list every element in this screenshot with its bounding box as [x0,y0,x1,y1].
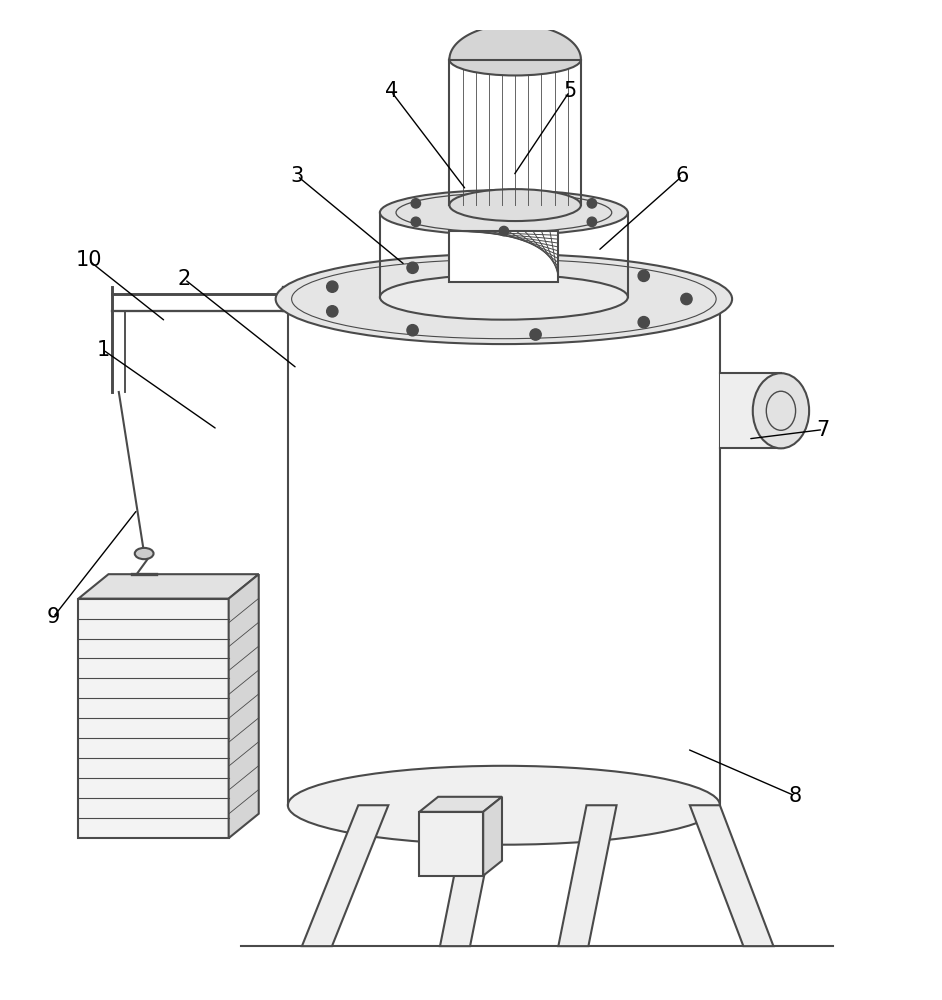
Circle shape [411,199,420,208]
Text: 7: 7 [817,420,830,440]
Polygon shape [78,599,229,838]
Circle shape [411,217,420,227]
Circle shape [638,270,649,281]
Text: 5: 5 [563,81,577,101]
Circle shape [587,217,596,227]
Polygon shape [229,574,259,838]
Ellipse shape [380,275,628,320]
Circle shape [587,199,596,208]
Circle shape [530,329,542,340]
Circle shape [499,226,509,236]
Ellipse shape [449,189,581,221]
Text: 8: 8 [788,786,802,806]
Polygon shape [690,805,773,946]
Bar [449,231,559,282]
Text: 6: 6 [675,166,689,186]
Circle shape [407,325,418,336]
Circle shape [638,317,649,328]
Circle shape [407,262,418,273]
Text: 9: 9 [46,607,59,627]
Ellipse shape [449,44,581,75]
Ellipse shape [380,190,628,235]
Circle shape [681,293,692,305]
Text: 2: 2 [178,269,191,289]
Polygon shape [559,805,617,946]
Text: 3: 3 [291,166,304,186]
Circle shape [327,306,338,317]
Bar [419,812,483,876]
Ellipse shape [753,373,809,448]
Polygon shape [483,797,502,876]
Circle shape [499,189,509,199]
Text: 10: 10 [75,250,102,270]
Polygon shape [78,574,259,599]
Text: 1: 1 [96,340,109,360]
Ellipse shape [288,263,720,342]
Circle shape [530,258,542,269]
Ellipse shape [288,766,720,845]
Polygon shape [440,805,498,946]
Polygon shape [302,805,388,946]
Text: 4: 4 [384,81,398,101]
Circle shape [327,281,338,292]
Ellipse shape [276,254,732,344]
Ellipse shape [135,548,154,559]
Bar [720,373,781,448]
Polygon shape [419,797,502,812]
